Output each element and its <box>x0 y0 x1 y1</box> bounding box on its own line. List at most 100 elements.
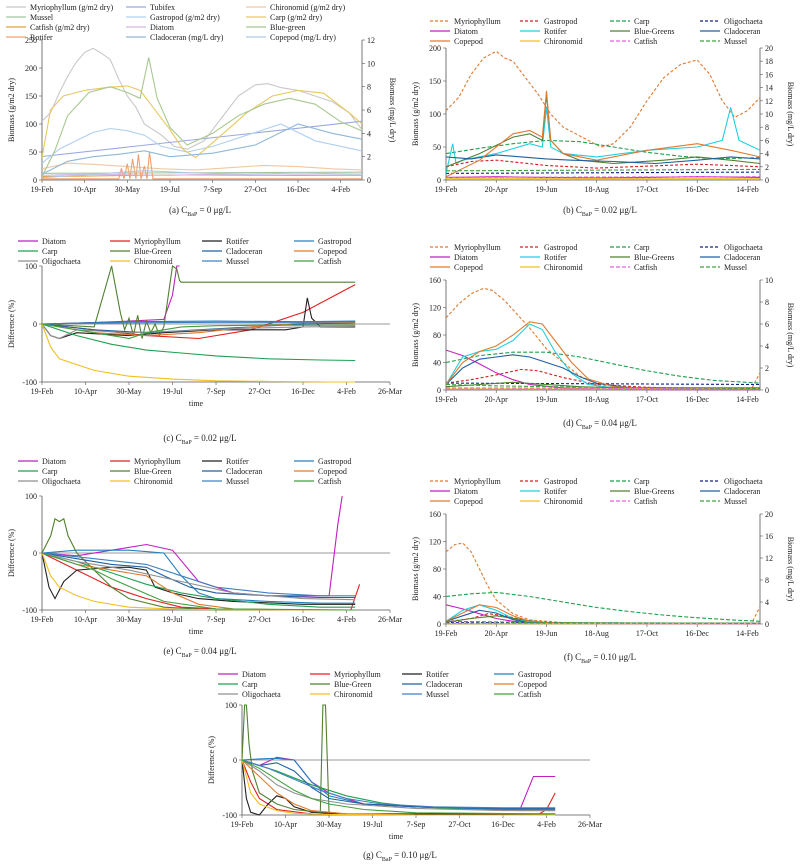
legend-label: Chironomid <box>334 690 373 699</box>
legend-label: Gastropod <box>318 237 351 246</box>
legend-item-tubifex: Tubifex <box>126 3 175 12</box>
legend-label: Diatom <box>42 237 67 246</box>
legend-label: Blue-green <box>270 23 306 32</box>
y-tick-label: 150 <box>25 92 37 101</box>
series-line-cladoceran <box>42 552 356 599</box>
legend-item-myriophyllum: Myriophyllum <box>430 17 501 26</box>
legend-item-catfish: Catfish <box>494 690 541 699</box>
y2-tick-label: 12 <box>367 36 375 45</box>
legend-item-mussel: Mussel <box>402 690 450 699</box>
chart-panel-g: Diatom Myriophyllum Rotifer Gastropod Carp Bl… <box>200 665 602 843</box>
x-axis-label: time <box>189 399 204 408</box>
x-tick-label: 10-Apr <box>74 387 97 396</box>
y2-tick-label: 20 <box>765 44 773 53</box>
legend-item-copepod: Copepod <box>494 680 547 689</box>
x-tick-label: 16-Dec <box>291 615 315 624</box>
legend-label: Carp <box>634 477 650 486</box>
x-tick-label: 27-Oct <box>448 820 471 829</box>
y-tick-label: 0 <box>437 620 441 629</box>
y-tick-label: 160 <box>429 510 441 519</box>
y2-tick-label: 2 <box>765 364 769 373</box>
y-tick-label: -100 <box>22 378 37 387</box>
y-tick-label: 0 <box>33 549 37 558</box>
x-tick-label: 19-Feb <box>31 185 54 194</box>
legend-label: Rotifer <box>426 670 449 679</box>
x-tick-label: 26-Mar <box>578 820 602 829</box>
x-tick-label: 4-Feb <box>537 820 556 829</box>
legend-item-chironomid: Chironomid <box>520 263 583 272</box>
y2-tick-label: 0 <box>765 620 769 629</box>
series-line-myriophyllum-g-m2-dry <box>42 47 362 150</box>
caption-e: (e) CBaP = 0.04 μg/L <box>163 646 237 659</box>
series-line-myriophyllum <box>446 287 760 390</box>
x-tick-label: 27-Oct <box>244 185 267 194</box>
x-tick-label: 30-May <box>115 185 140 194</box>
legend-label: Carp <box>242 680 258 689</box>
legend-label: Blue-Greens <box>634 487 674 496</box>
y-tick-label: 200 <box>25 64 37 73</box>
x-tick-label: 17-Oct <box>636 185 659 194</box>
legend-label: Copepod <box>318 247 347 256</box>
legend-label: Gastropod <box>318 457 351 466</box>
legend-item-oligochaeta: Oligochaeta <box>18 257 81 266</box>
y-tick-label: 120 <box>429 304 441 313</box>
series-line-rotifer <box>446 604 760 624</box>
series-line-carp <box>42 323 356 362</box>
caption-c: (c) CBaP = 0.02 μg/L <box>163 433 237 446</box>
legend-item-gastropod: Gastropod <box>494 670 551 679</box>
x-tick-label: 26-Mar <box>378 615 402 624</box>
series-line-myriophyllum <box>446 50 760 148</box>
legend-item-rotifer: Rotifer <box>402 670 449 679</box>
chart-panel-e: Diatom Myriophyllum Rotifer Gastropod Carp Bl… <box>0 448 402 638</box>
legend-item-gastropod: Gastropod <box>520 243 577 252</box>
series-line-carp <box>446 351 760 384</box>
legend-label: Carp <box>634 17 650 26</box>
x-tick-label: 7-Sep <box>407 820 426 829</box>
y-axis-label: Biomass (g/m2 dry) <box>411 303 420 367</box>
x-tick-label: 10-Apr <box>73 185 96 194</box>
y2-tick-label: 20 <box>765 510 773 519</box>
legend-label: Blue-Greens <box>634 253 674 262</box>
legend-item-diatom: Diatom <box>18 237 67 246</box>
legend-label: Diatom <box>454 487 479 496</box>
y2-tick-label: 2 <box>367 153 371 162</box>
legend-label: Rotifer <box>544 253 567 262</box>
legend-item-blue-greens: Blue-Greens <box>610 27 674 36</box>
legend-label: Catfish <box>518 690 541 699</box>
legend-item-myriophyllum: Myriophyllum <box>110 457 181 466</box>
x-tick-label: 19-Jun <box>536 395 558 404</box>
y2-axis-label: Biomass (mg/L dry) <box>786 82 795 147</box>
x-tick-label: 10-Apr <box>274 820 297 829</box>
y-axis-label: Biomass (g/m2 dry) <box>411 82 420 146</box>
y2-tick-label: 4 <box>765 150 769 159</box>
y-tick-label: 0 <box>437 176 441 185</box>
series-line-chironomid <box>42 552 356 611</box>
y-tick-label: 150 <box>429 77 441 86</box>
legend-label: Copepod <box>454 497 483 506</box>
legend-label: Chironomid <box>134 477 173 486</box>
series-line-catfish <box>446 176 760 178</box>
legend-label: Blue-Greens <box>634 27 674 36</box>
y-tick-label: 100 <box>25 492 37 501</box>
y2-tick-label: 6 <box>765 320 769 329</box>
series-line-cladoceran <box>446 154 760 165</box>
legend-item-blue-greens: Blue-Greens <box>610 253 674 262</box>
series-line-diatom <box>42 265 180 325</box>
legend-label: Myriophyllum <box>134 457 181 466</box>
legend-item-gastropod: Gastropod <box>520 477 577 486</box>
legend-label: Chironomid <box>134 257 173 266</box>
x-tick-label: 30-May <box>116 387 141 396</box>
legend-item-myriophyllum: Myriophyllum <box>310 670 381 679</box>
legend-item-rotifer: Rotifer <box>202 237 249 246</box>
legend-item-carp: Carp <box>610 17 650 26</box>
legend-label: Cladoceran <box>226 467 262 476</box>
y2-tick-label: 0 <box>765 386 769 395</box>
legend-item-oligochaeta: Oligochaeta <box>700 477 763 486</box>
legend-label: Myriophyllum <box>454 243 501 252</box>
x-tick-label: 16-Dec <box>685 395 709 404</box>
legend-label: Blue-Green <box>134 467 171 476</box>
legend-item-carp: Carp <box>610 243 650 252</box>
legend-label: Oligochaeta <box>42 477 81 486</box>
legend-label: Diatom <box>454 27 479 36</box>
legend-label: Mussel <box>30 13 54 22</box>
